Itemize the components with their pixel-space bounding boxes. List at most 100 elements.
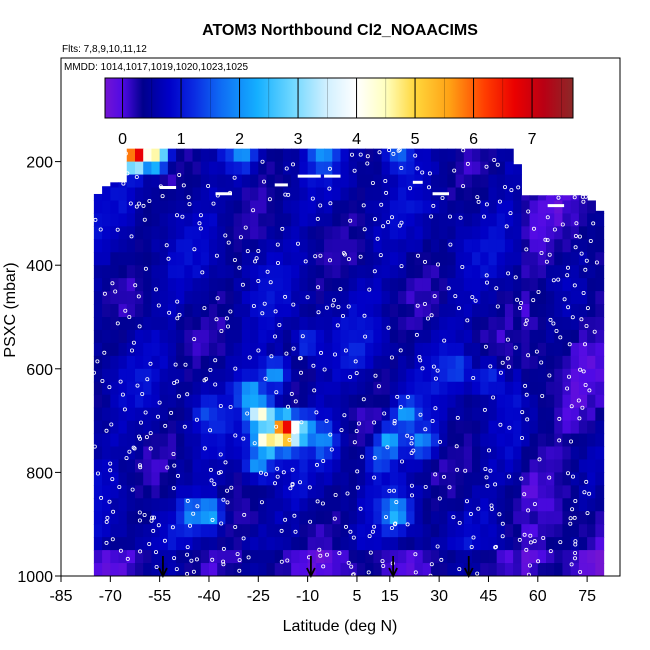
heatmap-cell bbox=[274, 265, 284, 279]
heatmap-cell bbox=[348, 317, 358, 331]
heatmap-cell bbox=[356, 524, 366, 538]
heatmap-cell bbox=[225, 459, 235, 473]
heatmap-cell bbox=[587, 355, 596, 370]
observation-point bbox=[133, 283, 138, 288]
observation-point bbox=[500, 360, 505, 365]
heatmap-cell bbox=[176, 187, 185, 202]
heatmap-cell bbox=[126, 355, 136, 370]
heatmap-cell bbox=[282, 368, 292, 383]
heatmap-cell bbox=[126, 511, 136, 525]
heatmap-cell bbox=[167, 317, 177, 331]
heatmap-cell bbox=[488, 433, 498, 448]
heatmap-cell bbox=[143, 187, 153, 202]
heatmap-cell bbox=[274, 550, 284, 564]
heatmap-cell bbox=[340, 226, 350, 240]
observation-point bbox=[500, 521, 505, 526]
heatmap-cell bbox=[521, 420, 531, 435]
heatmap-cell bbox=[315, 355, 325, 370]
heatmap-cell bbox=[488, 368, 498, 383]
heatmap-cell bbox=[110, 433, 120, 448]
observation-point bbox=[572, 515, 577, 520]
heatmap-cell bbox=[554, 420, 564, 435]
heatmap-cell bbox=[134, 472, 144, 486]
heatmap-cell bbox=[488, 472, 498, 486]
heatmap-cell bbox=[299, 511, 309, 525]
heatmap-cell bbox=[93, 278, 103, 292]
heatmap-cell bbox=[406, 472, 416, 486]
heatmap-cell bbox=[373, 265, 383, 279]
heatmap-cell bbox=[570, 200, 580, 214]
heatmap-cell bbox=[110, 407, 120, 422]
observation-point bbox=[164, 243, 169, 248]
observation-point bbox=[581, 369, 586, 374]
observation-point bbox=[254, 256, 259, 261]
observation-point bbox=[413, 570, 418, 575]
heatmap-cell bbox=[233, 278, 243, 292]
heatmap-cell bbox=[159, 329, 169, 344]
heatmap-cell bbox=[513, 164, 522, 176]
heatmap-cell bbox=[537, 278, 547, 292]
heatmap-cell bbox=[151, 213, 161, 227]
heatmap-cell bbox=[480, 472, 490, 486]
heatmap-cell bbox=[258, 485, 268, 499]
observation-point bbox=[246, 555, 251, 560]
observation-point bbox=[153, 287, 158, 292]
heatmap-cell bbox=[250, 265, 259, 279]
heatmap-cell bbox=[496, 291, 506, 305]
heatmap-cell bbox=[250, 368, 259, 383]
heatmap-cell bbox=[365, 329, 374, 344]
heatmap-cell bbox=[595, 433, 605, 448]
observation-point bbox=[93, 217, 98, 222]
heatmap-cell bbox=[176, 161, 185, 176]
heatmap-cell bbox=[587, 381, 596, 396]
heatmap-cell bbox=[472, 563, 481, 576]
heatmap-cell bbox=[406, 537, 416, 551]
heatmap-cell bbox=[356, 498, 366, 512]
heatmap-cell bbox=[118, 485, 128, 499]
observation-point bbox=[524, 318, 529, 323]
observation-point bbox=[156, 523, 161, 528]
heatmap-cell bbox=[233, 355, 243, 370]
observation-point bbox=[469, 545, 474, 550]
heatmap-cell bbox=[167, 381, 177, 396]
observation-point bbox=[565, 273, 570, 278]
heatmap-cell bbox=[439, 304, 448, 318]
heatmap-cell bbox=[521, 355, 531, 370]
heatmap-cell bbox=[488, 407, 498, 422]
heatmap-cell bbox=[463, 472, 473, 486]
observation-point bbox=[147, 198, 152, 203]
heatmap-cell bbox=[488, 511, 498, 525]
heatmap-cell bbox=[463, 278, 473, 292]
heatmap-cell bbox=[266, 407, 276, 422]
heatmap-cell bbox=[389, 355, 399, 370]
heatmap-cell bbox=[143, 265, 153, 279]
flights-label: Flts: 7,8,9,10,11,12 bbox=[62, 44, 147, 55]
heatmap-cell bbox=[159, 485, 169, 499]
heatmap-cell bbox=[110, 252, 120, 266]
heatmap-cell bbox=[184, 407, 194, 422]
heatmap-cell bbox=[447, 563, 457, 576]
heatmap-cell bbox=[578, 291, 588, 305]
heatmap-cell bbox=[167, 394, 177, 409]
heatmap-cell bbox=[348, 433, 358, 448]
heatmap-cell bbox=[488, 550, 498, 564]
heatmap-cell bbox=[291, 524, 300, 538]
observation-point bbox=[331, 298, 336, 303]
heatmap-cell bbox=[258, 563, 268, 576]
heatmap-cell bbox=[406, 200, 416, 214]
heatmap-cell bbox=[356, 446, 366, 461]
observation-point bbox=[241, 536, 246, 541]
heatmap-cell bbox=[332, 472, 342, 486]
heatmap-cell bbox=[513, 187, 522, 202]
heatmap-cell bbox=[389, 420, 399, 435]
heatmap-cell bbox=[488, 226, 498, 240]
heatmap-cell bbox=[167, 537, 177, 551]
heatmap-cell bbox=[225, 291, 235, 305]
observation-point bbox=[148, 446, 153, 451]
heatmap-cell bbox=[258, 265, 268, 279]
heatmap-cell bbox=[266, 317, 276, 331]
heatmap-layer bbox=[93, 148, 605, 576]
x-axis: -85 -70 -55 -40 -25 -10 5 15 30 45 60 75 bbox=[49, 576, 596, 605]
heatmap-cell bbox=[324, 381, 333, 396]
observation-point bbox=[185, 392, 190, 397]
